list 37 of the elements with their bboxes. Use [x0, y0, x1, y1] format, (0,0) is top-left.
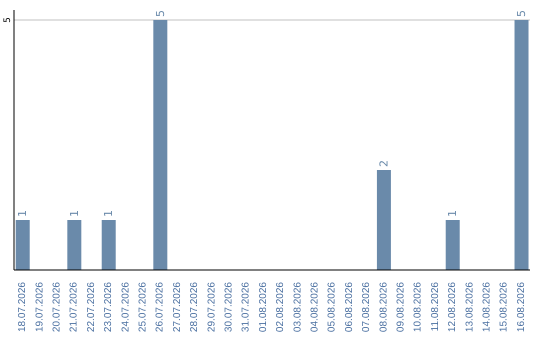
x-tick-label: 19.07.2026: [34, 282, 46, 332]
x-tick-label: 14.08.2026: [482, 282, 492, 332]
data-label: 5: [154, 10, 167, 17]
x-tick-label: 22.07.2026: [86, 282, 97, 332]
data-label: 2: [377, 160, 390, 167]
x-tick-label: 28.07.2026: [189, 282, 200, 332]
x-tick-label: 27.07.2026: [172, 282, 183, 332]
x-tick-label: 13.08.2026: [464, 282, 476, 332]
data-label: 1: [68, 210, 81, 217]
x-tick-label: 07.08.2026: [361, 282, 372, 332]
x-tick-label: 29.07.2026: [206, 282, 218, 332]
x-tick-label: 31.07.2026: [240, 282, 252, 332]
x-tick-label: 04.08.2026: [310, 282, 320, 332]
x-tick-label: 21.07.2026: [68, 282, 80, 332]
x-tick-label: 16.08.2026: [516, 282, 527, 332]
x-tick-label: 02.08.2026: [275, 282, 286, 332]
x-tick-label: 08.08.2026: [378, 282, 390, 332]
x-tick-label: 11.08.2026: [430, 282, 441, 332]
x-tick-label: 30.07.2026: [224, 282, 234, 332]
x-tick-label: 03.08.2026: [292, 282, 304, 332]
data-label: 1: [446, 210, 460, 217]
data-label: 1: [16, 210, 30, 217]
x-tick-label: 06.08.2026: [344, 282, 355, 332]
x-tick-label: 26.07.2026: [154, 282, 166, 332]
x-tick-label: 23.07.2026: [103, 282, 114, 332]
x-tick-label: 25.07.2026: [138, 282, 148, 332]
x-tick-label: 24.07.2026: [120, 282, 132, 332]
x-tick-label: 09.08.2026: [396, 282, 406, 332]
x-tick-label: 10.08.2026: [412, 282, 424, 332]
data-label: 5: [515, 10, 528, 17]
x-tick-label: 15.08.2026: [498, 282, 510, 332]
x-tick-label: 20.07.2026: [52, 282, 62, 332]
x-tick-label: 01.08.2026: [258, 282, 269, 332]
x-tick-label: 05.08.2026: [326, 282, 338, 332]
data-label: 1: [102, 210, 116, 217]
x-tick-label: 18.07.2026: [17, 282, 28, 332]
x-tick-label: 12.08.2026: [447, 282, 458, 332]
